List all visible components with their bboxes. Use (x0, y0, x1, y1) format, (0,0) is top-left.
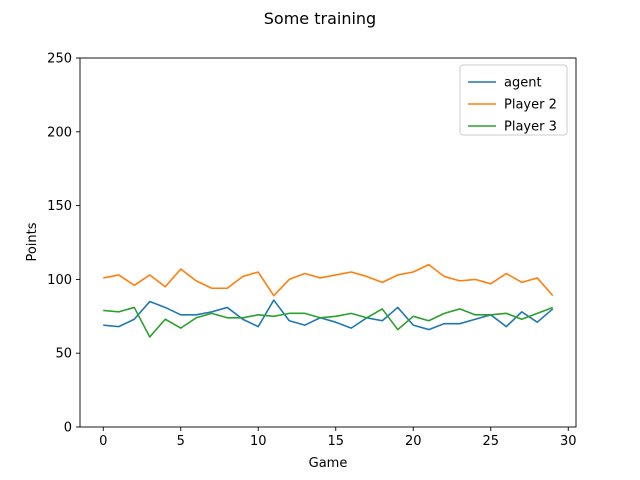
series-line-1 (103, 263, 554, 297)
x-tick-label: 10 (250, 434, 267, 449)
x-tick-label: 20 (405, 434, 422, 449)
x-tick-label: 0 (99, 434, 107, 449)
legend: agent Player 2 Player 3 (459, 64, 568, 136)
plot-area (79, 57, 577, 428)
series-line-0 (103, 299, 554, 331)
y-axis-ticks: 0 50 100 150 200 250 (47, 52, 80, 436)
x-tick-label: 5 (177, 434, 185, 449)
y-tick-label: 150 (47, 199, 72, 214)
plot-frame (79, 57, 577, 428)
legend-label: Player 2 (504, 98, 557, 113)
x-tick-label: 25 (482, 434, 499, 449)
y-tick-label: 0 (64, 421, 72, 436)
x-tick-label: 15 (327, 434, 344, 449)
legend-label: agent (504, 76, 542, 91)
legend-label: Player 3 (504, 120, 557, 135)
y-tick-label: 100 (47, 273, 72, 288)
x-tick-label: 30 (560, 434, 577, 449)
y-axis-label: Points (25, 222, 40, 261)
y-tick-label: 250 (47, 52, 72, 67)
series-line-2 (103, 306, 554, 338)
y-tick-label: 50 (55, 347, 72, 362)
chart-title: Some training (264, 9, 376, 28)
x-axis-label: Game (309, 456, 348, 471)
x-axis-ticks: 0 5 10 15 20 25 30 (99, 427, 577, 449)
y-tick-label: 200 (47, 125, 72, 140)
